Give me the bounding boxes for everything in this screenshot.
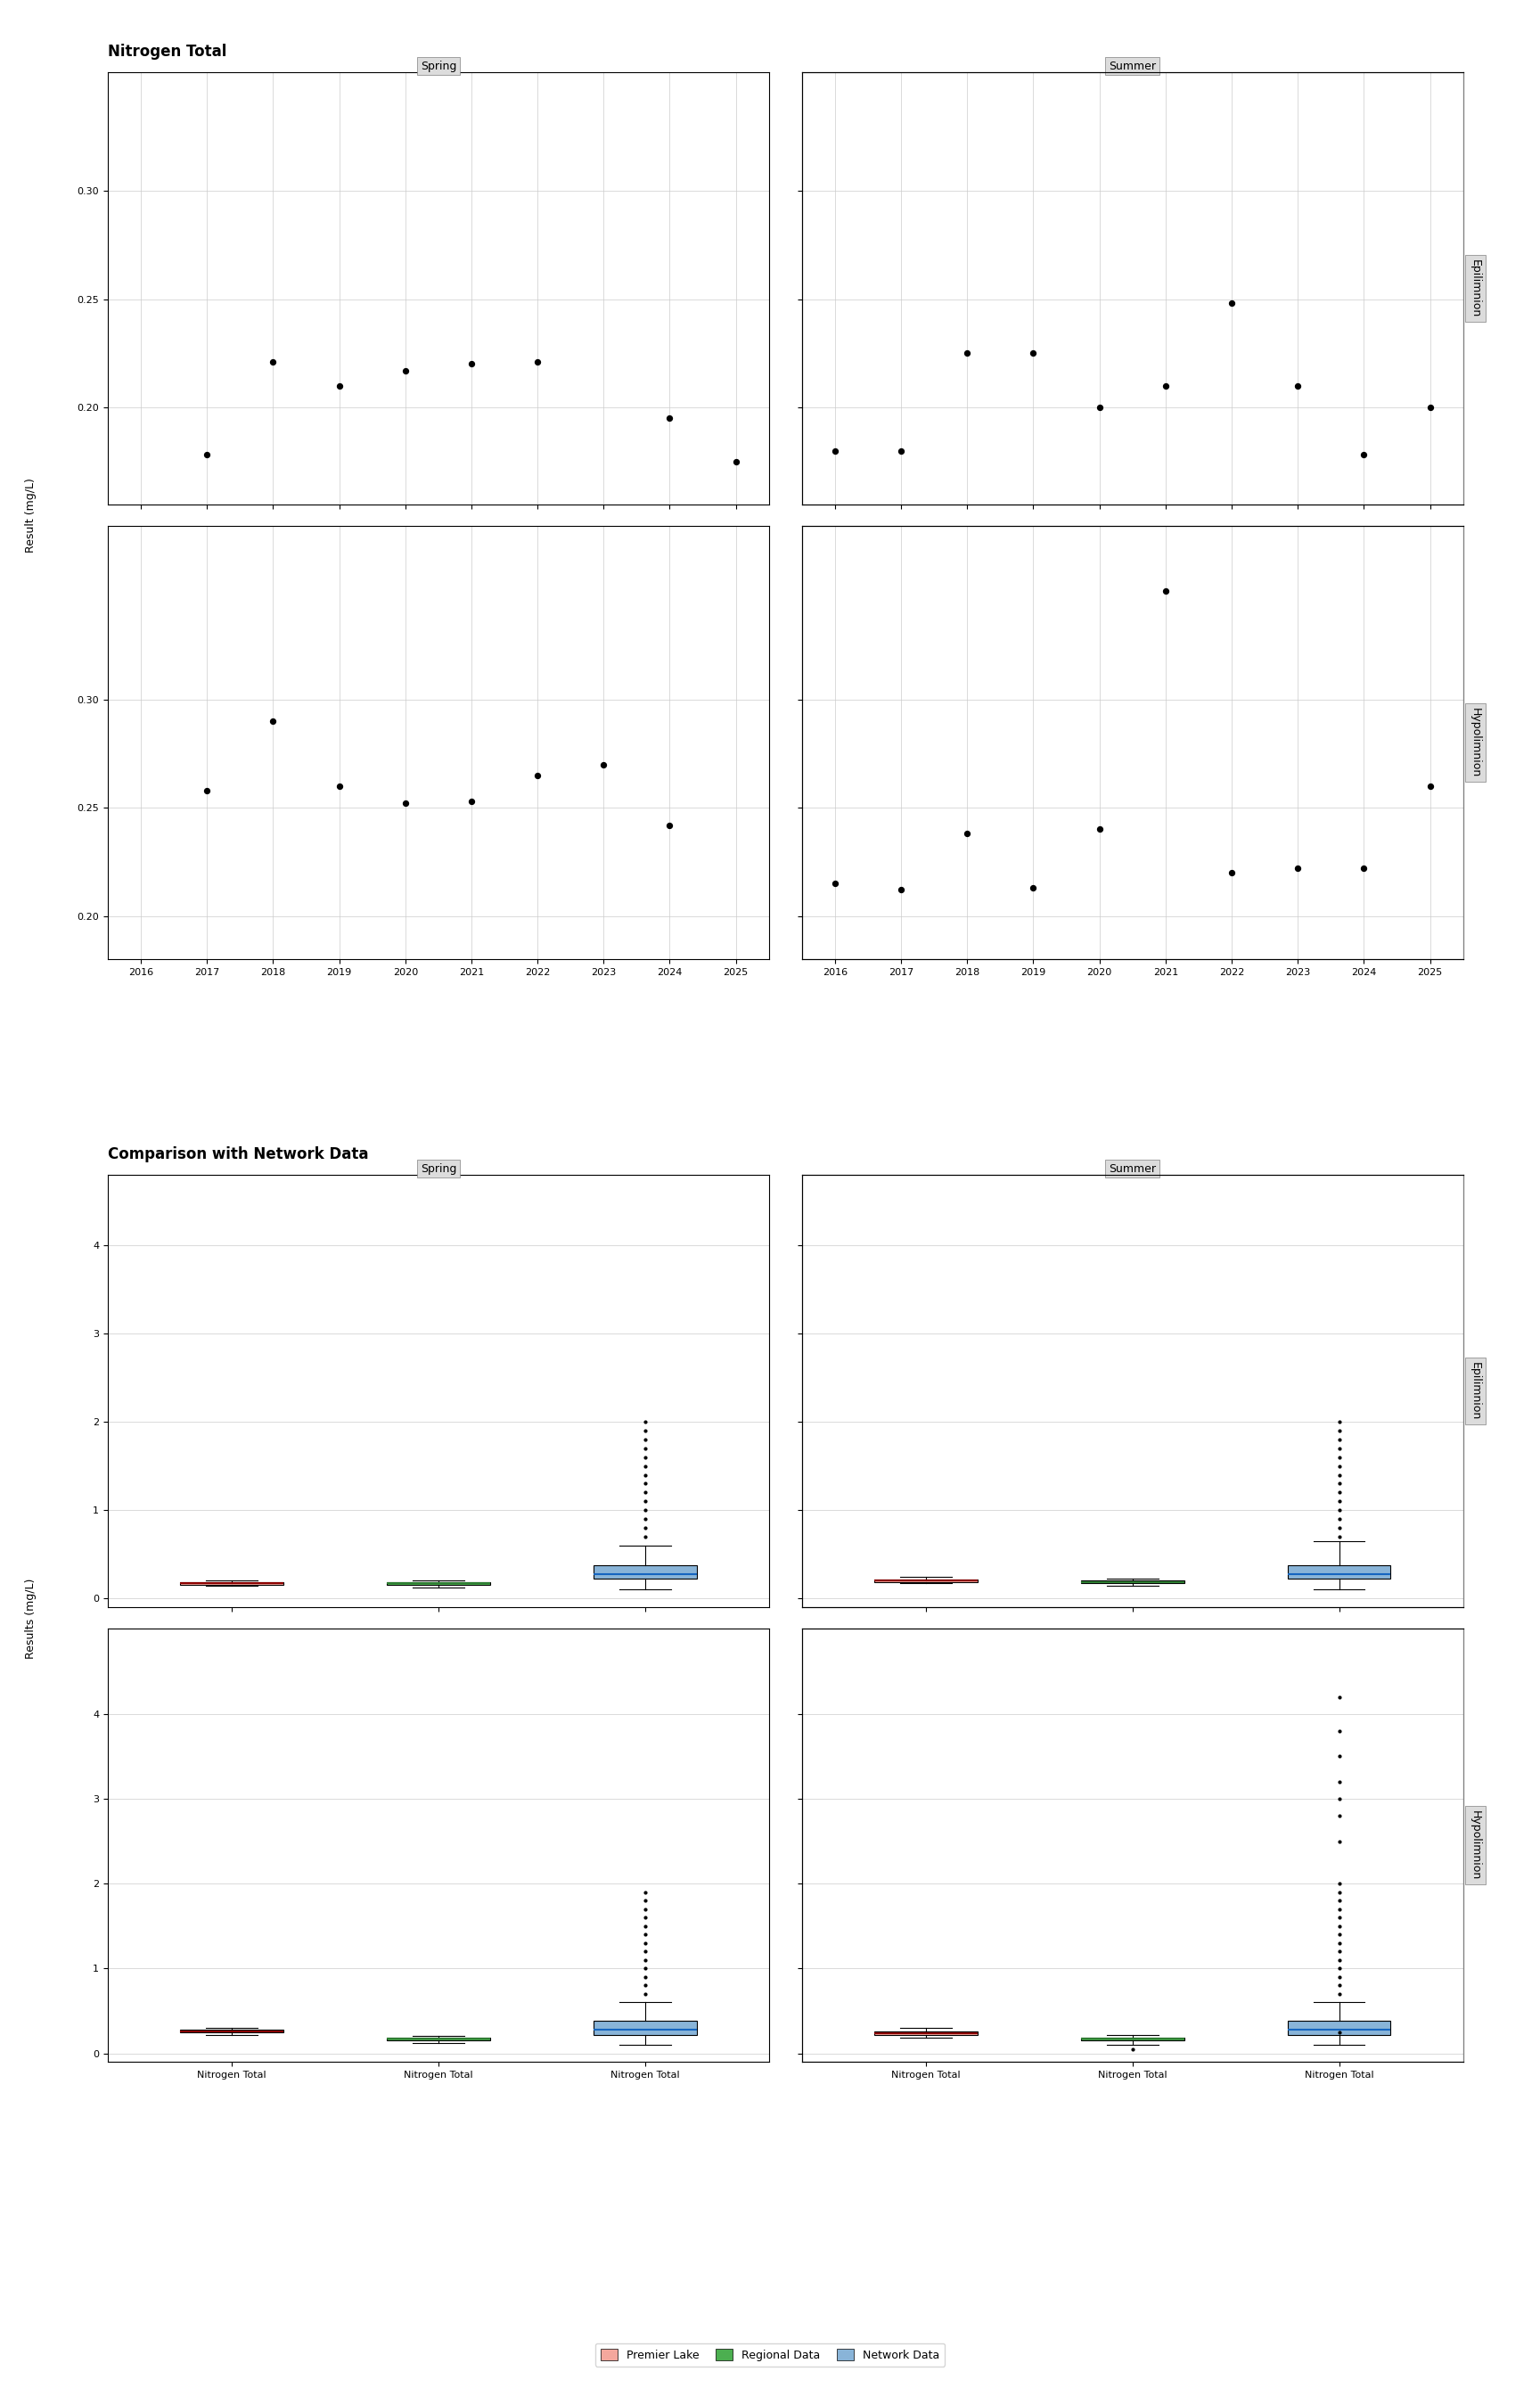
- Legend: Premier Lake, Regional Data, Network Data: Premier Lake, Regional Data, Network Dat…: [594, 2343, 946, 2367]
- Point: [1352, 848, 1377, 887]
- PathPatch shape: [593, 2022, 696, 2034]
- PathPatch shape: [875, 1579, 978, 1581]
- PathPatch shape: [1287, 1565, 1391, 1579]
- Point: [889, 431, 913, 470]
- Point: [1021, 333, 1046, 371]
- Point: [724, 443, 748, 482]
- Point: [525, 757, 550, 795]
- Point: [525, 343, 550, 381]
- Point: [260, 343, 285, 381]
- Point: [194, 436, 219, 474]
- PathPatch shape: [1081, 2037, 1184, 2039]
- Title: Summer: Summer: [1109, 1162, 1157, 1174]
- Point: [260, 702, 285, 740]
- Title: Summer: Summer: [1109, 60, 1157, 72]
- Point: [889, 870, 913, 908]
- Text: Nitrogen Total: Nitrogen Total: [108, 43, 226, 60]
- Point: [591, 745, 616, 783]
- PathPatch shape: [1287, 2022, 1391, 2034]
- Point: [658, 400, 682, 438]
- Y-axis label: Hypolimnion: Hypolimnion: [1469, 707, 1481, 779]
- Point: [194, 772, 219, 810]
- Point: [1087, 388, 1112, 426]
- Point: [1418, 767, 1443, 805]
- PathPatch shape: [593, 1565, 696, 1579]
- Point: [459, 345, 484, 383]
- Y-axis label: Epilimnion: Epilimnion: [1469, 1361, 1481, 1421]
- Y-axis label: Epilimnion: Epilimnion: [1469, 259, 1481, 316]
- PathPatch shape: [875, 2032, 978, 2034]
- Point: [1418, 388, 1443, 426]
- Point: [1153, 573, 1178, 611]
- Point: [955, 815, 979, 853]
- Point: [1220, 285, 1244, 323]
- Text: Comparison with Network Data: Comparison with Network Data: [108, 1145, 368, 1162]
- Title: Spring: Spring: [420, 1162, 456, 1174]
- PathPatch shape: [1081, 1581, 1184, 1584]
- Point: [459, 781, 484, 819]
- PathPatch shape: [387, 1581, 490, 1584]
- Point: [326, 767, 351, 805]
- Y-axis label: Hypolimnion: Hypolimnion: [1469, 1811, 1481, 1881]
- Point: [1087, 810, 1112, 848]
- Text: Result (mg/L): Result (mg/L): [25, 479, 37, 553]
- Point: [1352, 436, 1377, 474]
- Point: [658, 805, 682, 843]
- Point: [1220, 853, 1244, 891]
- Point: [822, 431, 847, 470]
- Point: [1021, 870, 1046, 908]
- Point: [393, 352, 417, 391]
- PathPatch shape: [180, 1581, 283, 1584]
- PathPatch shape: [180, 2029, 283, 2032]
- Point: [326, 367, 351, 405]
- Point: [1153, 367, 1178, 405]
- Point: [393, 783, 417, 822]
- Text: Results (mg/L): Results (mg/L): [25, 1579, 37, 1658]
- Point: [822, 865, 847, 903]
- Point: [1286, 848, 1311, 887]
- Title: Spring: Spring: [420, 60, 456, 72]
- Point: [1286, 367, 1311, 405]
- PathPatch shape: [387, 2037, 490, 2039]
- Point: [955, 333, 979, 371]
